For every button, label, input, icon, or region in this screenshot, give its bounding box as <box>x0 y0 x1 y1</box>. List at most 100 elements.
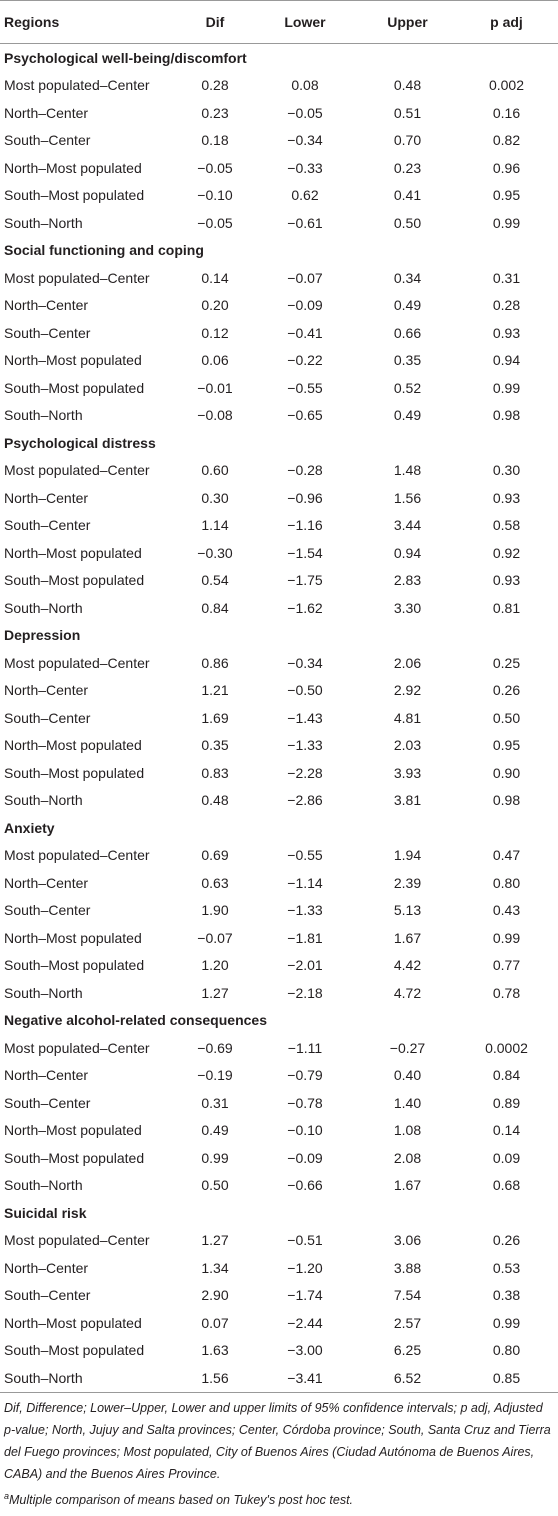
value-cell: 0.78 <box>492 984 521 1001</box>
data-row: North–Center 0.20 −0.09 0.49 0.28 <box>0 292 558 320</box>
data-row: South–Most populated 0.99 −0.09 2.08 0.09 <box>0 1144 558 1172</box>
value-cell: 4.81 <box>393 709 422 726</box>
value-cell: 0.30 <box>492 462 521 479</box>
region-cell: South–Center <box>4 517 91 534</box>
value-cell: −0.33 <box>287 159 323 176</box>
value-cell: 0.84 <box>492 1067 521 1084</box>
value-cell: 0.06 <box>201 352 229 369</box>
value-cell: 0.81 <box>492 599 521 616</box>
region-cell: South–Most populated <box>4 187 145 204</box>
value-cell: 2.90 <box>201 1287 229 1304</box>
value-cell: 6.25 <box>393 1342 422 1359</box>
value-cell: −2.86 <box>287 792 323 809</box>
region-cell: Most populated–Center <box>4 1232 150 1249</box>
value-cell: 2.39 <box>393 874 422 891</box>
footnotes: Dif, Difference; Lower–Upper, Lower and … <box>0 1393 558 1511</box>
value-cell: 0.31 <box>492 269 521 286</box>
value-cell: 3.30 <box>393 599 422 616</box>
data-row: North–Center 0.23 −0.05 0.51 0.16 <box>0 99 558 127</box>
value-cell: 0.34 <box>393 269 422 286</box>
section-title: Psychological distress <box>4 434 156 451</box>
value-cell: −0.34 <box>287 132 323 149</box>
value-cell: 0.14 <box>201 269 229 286</box>
region-cell: Most populated–Center <box>4 462 150 479</box>
header-cell: Lower <box>284 14 326 30</box>
data-row: South–Center 2.90 −1.74 7.54 0.38 <box>0 1282 558 1310</box>
data-row: North–Most populated 0.35 −1.33 2.03 0.95 <box>0 732 558 760</box>
section-title: Anxiety <box>4 819 55 836</box>
value-cell: 0.50 <box>201 1177 229 1194</box>
data-row: South–North 0.84 −1.62 3.30 0.81 <box>0 594 558 622</box>
data-row: South–Most populated 1.63 −3.00 6.25 0.80 <box>0 1337 558 1365</box>
data-row: South–Center 1.69 −1.43 4.81 0.50 <box>0 704 558 732</box>
data-row: South–Most populated 0.83 −2.28 3.93 0.90 <box>0 759 558 787</box>
footnote-abbreviations: Dif, Difference; Lower–Upper, Lower and … <box>4 1400 551 1481</box>
section-row: Psychological well-being/discomfort <box>0 44 558 72</box>
header-cell: p adj <box>490 14 523 30</box>
value-cell: 0.28 <box>201 77 229 94</box>
value-cell: 0.99 <box>492 929 521 946</box>
region-cell: South–Most populated <box>4 572 145 589</box>
value-cell: −0.09 <box>287 297 323 314</box>
value-cell: 1.27 <box>201 1232 229 1249</box>
value-cell: −0.78 <box>287 1094 323 1111</box>
data-row: South–Center 0.12 −0.41 0.66 0.93 <box>0 319 558 347</box>
value-cell: 0.95 <box>492 187 521 204</box>
value-cell: 0.50 <box>492 709 521 726</box>
value-cell: 3.06 <box>393 1232 422 1249</box>
value-cell: −1.54 <box>287 544 323 561</box>
value-cell: 0.58 <box>492 517 521 534</box>
value-cell: 0.66 <box>393 324 422 341</box>
value-cell: −0.55 <box>287 379 323 396</box>
value-cell: 0.95 <box>492 737 521 754</box>
value-cell: 0.49 <box>393 407 422 424</box>
value-cell: 0.35 <box>201 737 229 754</box>
region-cell: North–Most populated <box>4 159 142 176</box>
value-cell: −0.05 <box>197 159 233 176</box>
value-cell: 0.99 <box>492 1314 521 1331</box>
value-cell: −2.01 <box>287 957 323 974</box>
value-cell: 1.69 <box>201 709 229 726</box>
value-cell: 0.23 <box>393 159 422 176</box>
value-cell: −0.55 <box>287 847 323 864</box>
value-cell: 0.94 <box>393 544 422 561</box>
header-cell: Regions <box>4 14 60 30</box>
region-cell: Most populated–Center <box>4 269 150 286</box>
value-cell: −0.66 <box>287 1177 323 1194</box>
region-cell: South–Most populated <box>4 1149 145 1166</box>
value-cell: −1.14 <box>287 874 323 891</box>
value-cell: 0.80 <box>492 1342 521 1359</box>
header-row: Regions Dif Lower Upper p adj <box>0 0 558 44</box>
value-cell: 0.49 <box>201 1122 229 1139</box>
data-row: Most populated–Center 0.69 −0.55 1.94 0.47 <box>0 842 558 870</box>
section-title: Social functioning and coping <box>4 242 204 259</box>
region-cell: South–North <box>4 1369 83 1386</box>
section-row: Suicidal risk <box>0 1199 558 1227</box>
data-row: North–Center 1.34 −1.20 3.88 0.53 <box>0 1254 558 1282</box>
value-cell: −1.75 <box>287 572 323 589</box>
value-cell: 0.0002 <box>485 1039 528 1056</box>
value-cell: 0.25 <box>492 654 521 671</box>
value-cell: −2.28 <box>287 764 323 781</box>
value-cell: 0.08 <box>291 77 319 94</box>
data-row: North–Most populated −0.05 −0.33 0.23 0.96 <box>0 154 558 182</box>
value-cell: −0.10 <box>287 1122 323 1139</box>
value-cell: 5.13 <box>393 902 422 919</box>
value-cell: 0.68 <box>492 1177 521 1194</box>
data-row: South–Center 0.31 −0.78 1.40 0.89 <box>0 1089 558 1117</box>
value-cell: 0.86 <box>201 654 229 671</box>
value-cell: 0.77 <box>492 957 521 974</box>
data-row: South–Center 0.18 −0.34 0.70 0.82 <box>0 127 558 155</box>
value-cell: −0.07 <box>197 929 233 946</box>
region-cell: North–Most populated <box>4 544 142 561</box>
value-cell: 0.60 <box>201 462 229 479</box>
value-cell: 0.93 <box>492 324 521 341</box>
region-cell: South–Center <box>4 132 91 149</box>
region-cell: North–Most populated <box>4 929 142 946</box>
value-cell: −0.27 <box>389 1039 426 1056</box>
value-cell: 0.84 <box>201 599 229 616</box>
value-cell: −1.81 <box>287 929 323 946</box>
value-cell: −0.69 <box>197 1039 233 1056</box>
region-cell: South–North <box>4 792 83 809</box>
data-row: North–Most populated −0.30 −1.54 0.94 0.92 <box>0 539 558 567</box>
